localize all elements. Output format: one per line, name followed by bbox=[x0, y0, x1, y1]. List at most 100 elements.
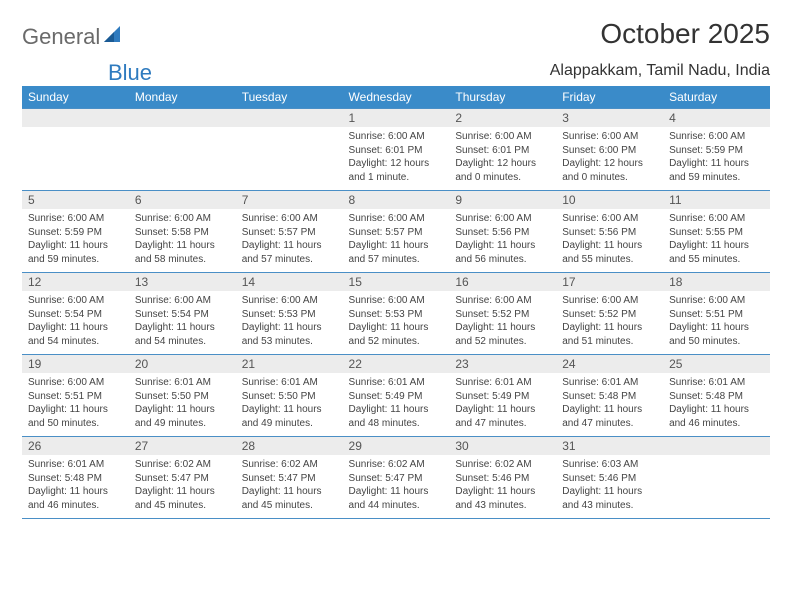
day-details: Sunrise: 6:02 AMSunset: 5:47 PMDaylight:… bbox=[236, 455, 343, 518]
calendar-day-cell: 15Sunrise: 6:00 AMSunset: 5:53 PMDayligh… bbox=[343, 273, 450, 355]
day-number: 19 bbox=[22, 355, 129, 373]
day-details: Sunrise: 6:01 AMSunset: 5:49 PMDaylight:… bbox=[343, 373, 450, 436]
brand-name-1: General bbox=[22, 24, 100, 50]
day-number: 21 bbox=[236, 355, 343, 373]
calendar-day-cell bbox=[236, 109, 343, 191]
sunset-line: Sunset: 5:56 PM bbox=[455, 226, 550, 240]
brand-sail-icon bbox=[104, 26, 126, 49]
sunrise-line: Sunrise: 6:00 AM bbox=[28, 376, 123, 390]
weekday-header-row: Sunday Monday Tuesday Wednesday Thursday… bbox=[22, 86, 770, 109]
sunset-line: Sunset: 5:51 PM bbox=[28, 390, 123, 404]
day-number: 14 bbox=[236, 273, 343, 291]
calendar-day-cell: 26Sunrise: 6:01 AMSunset: 5:48 PMDayligh… bbox=[22, 437, 129, 519]
calendar-day-cell: 24Sunrise: 6:01 AMSunset: 5:48 PMDayligh… bbox=[556, 355, 663, 437]
daylight-line: Daylight: 11 hours and 57 minutes. bbox=[349, 239, 444, 266]
daylight-line: Daylight: 11 hours and 49 minutes. bbox=[242, 403, 337, 430]
day-number: 17 bbox=[556, 273, 663, 291]
calendar-body: 1Sunrise: 6:00 AMSunset: 6:01 PMDaylight… bbox=[22, 109, 770, 519]
day-number: 13 bbox=[129, 273, 236, 291]
day-details: Sunrise: 6:01 AMSunset: 5:48 PMDaylight:… bbox=[22, 455, 129, 518]
calendar-day-cell: 14Sunrise: 6:00 AMSunset: 5:53 PMDayligh… bbox=[236, 273, 343, 355]
calendar-day-cell: 16Sunrise: 6:00 AMSunset: 5:52 PMDayligh… bbox=[449, 273, 556, 355]
sunrise-line: Sunrise: 6:00 AM bbox=[349, 212, 444, 226]
day-details: Sunrise: 6:02 AMSunset: 5:47 PMDaylight:… bbox=[129, 455, 236, 518]
calendar-day-cell: 7Sunrise: 6:00 AMSunset: 5:57 PMDaylight… bbox=[236, 191, 343, 273]
sunset-line: Sunset: 5:58 PM bbox=[135, 226, 230, 240]
day-number: 7 bbox=[236, 191, 343, 209]
day-details: Sunrise: 6:00 AMSunset: 5:57 PMDaylight:… bbox=[236, 209, 343, 272]
sunrise-line: Sunrise: 6:02 AM bbox=[455, 458, 550, 472]
weekday-monday: Monday bbox=[129, 86, 236, 109]
sunrise-line: Sunrise: 6:00 AM bbox=[349, 294, 444, 308]
calendar-day-cell bbox=[22, 109, 129, 191]
sunrise-line: Sunrise: 6:00 AM bbox=[562, 212, 657, 226]
sunrise-line: Sunrise: 6:00 AM bbox=[455, 294, 550, 308]
sunrise-line: Sunrise: 6:00 AM bbox=[455, 212, 550, 226]
sunset-line: Sunset: 5:57 PM bbox=[242, 226, 337, 240]
day-number: 15 bbox=[343, 273, 450, 291]
day-details: Sunrise: 6:00 AMSunset: 5:55 PMDaylight:… bbox=[663, 209, 770, 272]
sunset-line: Sunset: 5:48 PM bbox=[669, 390, 764, 404]
daylight-line: Daylight: 11 hours and 47 minutes. bbox=[455, 403, 550, 430]
daylight-line: Daylight: 11 hours and 58 minutes. bbox=[135, 239, 230, 266]
brand-logo: General bbox=[22, 24, 128, 50]
day-number: 20 bbox=[129, 355, 236, 373]
daylight-line: Daylight: 11 hours and 50 minutes. bbox=[28, 403, 123, 430]
calendar-day-cell: 28Sunrise: 6:02 AMSunset: 5:47 PMDayligh… bbox=[236, 437, 343, 519]
day-details: Sunrise: 6:00 AMSunset: 5:52 PMDaylight:… bbox=[449, 291, 556, 354]
weekday-wednesday: Wednesday bbox=[343, 86, 450, 109]
daylight-line: Daylight: 11 hours and 52 minutes. bbox=[349, 321, 444, 348]
day-details bbox=[236, 127, 343, 185]
sunrise-line: Sunrise: 6:01 AM bbox=[242, 376, 337, 390]
sunset-line: Sunset: 6:01 PM bbox=[349, 144, 444, 158]
calendar-day-cell: 31Sunrise: 6:03 AMSunset: 5:46 PMDayligh… bbox=[556, 437, 663, 519]
sunrise-line: Sunrise: 6:01 AM bbox=[669, 376, 764, 390]
sunset-line: Sunset: 5:48 PM bbox=[28, 472, 123, 486]
daylight-line: Daylight: 11 hours and 52 minutes. bbox=[455, 321, 550, 348]
calendar-table: Sunday Monday Tuesday Wednesday Thursday… bbox=[22, 86, 770, 519]
sunrise-line: Sunrise: 6:00 AM bbox=[135, 294, 230, 308]
sunset-line: Sunset: 5:46 PM bbox=[455, 472, 550, 486]
sunset-line: Sunset: 5:59 PM bbox=[28, 226, 123, 240]
daylight-line: Daylight: 11 hours and 48 minutes. bbox=[349, 403, 444, 430]
day-number: 4 bbox=[663, 109, 770, 127]
daylight-line: Daylight: 11 hours and 43 minutes. bbox=[455, 485, 550, 512]
calendar-day-cell: 23Sunrise: 6:01 AMSunset: 5:49 PMDayligh… bbox=[449, 355, 556, 437]
location: Alappakkam, Tamil Nadu, India bbox=[550, 62, 770, 80]
day-details: Sunrise: 6:00 AMSunset: 5:54 PMDaylight:… bbox=[129, 291, 236, 354]
day-details: Sunrise: 6:01 AMSunset: 5:50 PMDaylight:… bbox=[236, 373, 343, 436]
sunset-line: Sunset: 5:56 PM bbox=[562, 226, 657, 240]
calendar-day-cell: 8Sunrise: 6:00 AMSunset: 5:57 PMDaylight… bbox=[343, 191, 450, 273]
calendar-day-cell: 11Sunrise: 6:00 AMSunset: 5:55 PMDayligh… bbox=[663, 191, 770, 273]
header: General October 2025 bbox=[22, 18, 770, 50]
sunrise-line: Sunrise: 6:00 AM bbox=[242, 212, 337, 226]
day-details: Sunrise: 6:00 AMSunset: 5:51 PMDaylight:… bbox=[22, 373, 129, 436]
day-details: Sunrise: 6:00 AMSunset: 5:52 PMDaylight:… bbox=[556, 291, 663, 354]
day-number: 26 bbox=[22, 437, 129, 455]
day-number: 3 bbox=[556, 109, 663, 127]
day-number: 11 bbox=[663, 191, 770, 209]
calendar-day-cell: 4Sunrise: 6:00 AMSunset: 5:59 PMDaylight… bbox=[663, 109, 770, 191]
weekday-saturday: Saturday bbox=[663, 86, 770, 109]
sunrise-line: Sunrise: 6:00 AM bbox=[455, 130, 550, 144]
calendar-day-cell: 21Sunrise: 6:01 AMSunset: 5:50 PMDayligh… bbox=[236, 355, 343, 437]
sunrise-line: Sunrise: 6:01 AM bbox=[28, 458, 123, 472]
day-number: 24 bbox=[556, 355, 663, 373]
daylight-line: Daylight: 11 hours and 50 minutes. bbox=[669, 321, 764, 348]
day-details: Sunrise: 6:00 AMSunset: 5:53 PMDaylight:… bbox=[236, 291, 343, 354]
calendar-week-row: 12Sunrise: 6:00 AMSunset: 5:54 PMDayligh… bbox=[22, 273, 770, 355]
calendar-day-cell: 10Sunrise: 6:00 AMSunset: 5:56 PMDayligh… bbox=[556, 191, 663, 273]
calendar-week-row: 19Sunrise: 6:00 AMSunset: 5:51 PMDayligh… bbox=[22, 355, 770, 437]
daylight-line: Daylight: 11 hours and 51 minutes. bbox=[562, 321, 657, 348]
calendar-day-cell: 2Sunrise: 6:00 AMSunset: 6:01 PMDaylight… bbox=[449, 109, 556, 191]
sunrise-line: Sunrise: 6:02 AM bbox=[135, 458, 230, 472]
day-details: Sunrise: 6:00 AMSunset: 5:54 PMDaylight:… bbox=[22, 291, 129, 354]
day-details: Sunrise: 6:00 AMSunset: 5:59 PMDaylight:… bbox=[22, 209, 129, 272]
day-details: Sunrise: 6:00 AMSunset: 5:56 PMDaylight:… bbox=[556, 209, 663, 272]
day-details bbox=[22, 127, 129, 185]
daylight-line: Daylight: 11 hours and 55 minutes. bbox=[562, 239, 657, 266]
sunrise-line: Sunrise: 6:01 AM bbox=[455, 376, 550, 390]
sunrise-line: Sunrise: 6:00 AM bbox=[562, 130, 657, 144]
sunset-line: Sunset: 5:46 PM bbox=[562, 472, 657, 486]
sunset-line: Sunset: 6:01 PM bbox=[455, 144, 550, 158]
